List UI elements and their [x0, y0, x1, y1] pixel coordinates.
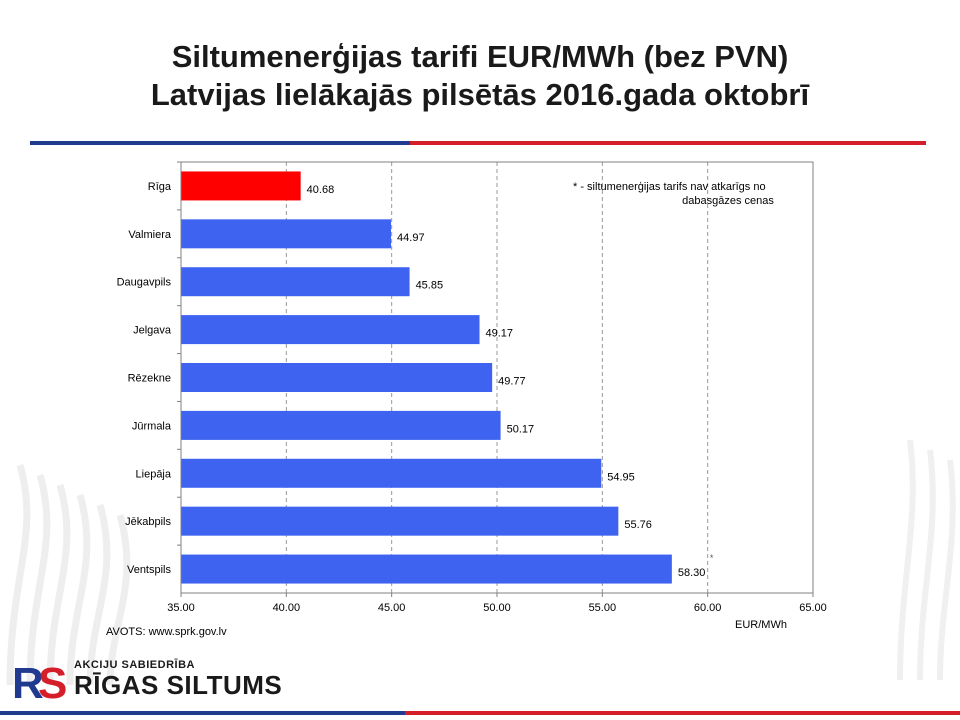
bar-Liepāja	[181, 458, 602, 488]
title-rule-red	[410, 141, 926, 145]
value-label: 58.30	[678, 567, 706, 579]
x-tick-label: 65.00	[799, 602, 827, 614]
annotation-line-1: * - siltumenerģijas tarifs nav atkarīgs …	[573, 180, 766, 193]
x-tick-label: 50.00	[483, 602, 511, 614]
title-line-1: Siltumenerģijas tarifi EUR/MWh (bez PVN)	[171, 39, 789, 74]
footer-rule-blue	[0, 711, 405, 715]
plot-frame	[180, 161, 814, 594]
category-label: Jēkabpils	[125, 516, 171, 528]
page-title: Siltumenerģijas tarifi EUR/MWh (bez PVN)…	[0, 38, 960, 114]
category-label: Rēzekne	[128, 373, 171, 385]
bar-Rīga	[181, 171, 301, 201]
category-label: Jūrmala	[132, 420, 172, 432]
bar-Jēkabpils	[181, 506, 619, 536]
category-label: Liepāja	[136, 468, 172, 480]
category-label: Jelgava	[133, 325, 172, 337]
svg-text:S: S	[38, 659, 67, 702]
source-note: AVOTS: www.sprk.gov.lv	[106, 626, 227, 638]
bar-chart: 35.00 40.00 45.00 50.00 55.00 60.00 65.00 Rīga 4…	[117, 161, 827, 631]
x-tick-label: 60.00	[694, 602, 722, 614]
footer-rule-red	[405, 711, 960, 715]
bar-Daugavpils	[181, 267, 410, 297]
bar-layer	[181, 171, 672, 584]
x-tick-label: 45.00	[378, 602, 406, 614]
background-swirl-decoration	[6, 464, 131, 686]
category-label: Valmiera	[128, 229, 171, 241]
category-label: Daugavpils	[117, 277, 172, 289]
value-label: 45.85	[416, 280, 444, 292]
annotation-line-2: dabasgāzes cenas	[682, 195, 774, 207]
label-layer: 35.00 40.00 45.00 50.00 55.00 60.00 65.00 Rīga 4…	[117, 181, 827, 614]
value-label: 55.76	[624, 519, 652, 531]
bar-Jelgava	[181, 315, 480, 345]
bar-Jūrmala	[181, 410, 501, 440]
x-axis-title: EUR/MWh	[735, 619, 787, 631]
value-label: 49.17	[486, 328, 514, 340]
bar-Rēzekne	[181, 363, 493, 392]
bar-Valmiera	[181, 219, 392, 249]
value-label: 49.77	[498, 376, 526, 388]
bar-Ventspils	[181, 554, 672, 584]
title-rule-blue	[30, 141, 410, 145]
x-tick-label: 40.00	[273, 602, 301, 614]
background-swirl-decoration-right	[897, 439, 956, 681]
x-tick-label: 55.00	[589, 602, 617, 614]
category-label: Ventspils	[127, 564, 172, 576]
svg-text:R: R	[12, 659, 44, 702]
value-label: 40.68	[307, 184, 335, 196]
company-logo: R S AKCIJU SABIEDRĪBA RĪGAS SILTUMS	[12, 656, 292, 702]
value-label: 44.97	[397, 232, 425, 244]
x-tick-label: 35.00	[167, 602, 195, 614]
asterisk-mark: *	[710, 553, 714, 563]
category-label: Rīga	[148, 181, 172, 193]
value-label: 54.95	[607, 471, 635, 483]
value-label: 50.17	[507, 423, 535, 435]
logo-subtitle: AKCIJU SABIEDRĪBA	[74, 659, 195, 671]
title-line-2: Latvijas lielākajās pilsētās 2016.gada o…	[150, 77, 810, 112]
rs-logo-icon: R S	[12, 659, 67, 702]
logo-name: RĪGAS SILTUMS	[74, 670, 283, 700]
